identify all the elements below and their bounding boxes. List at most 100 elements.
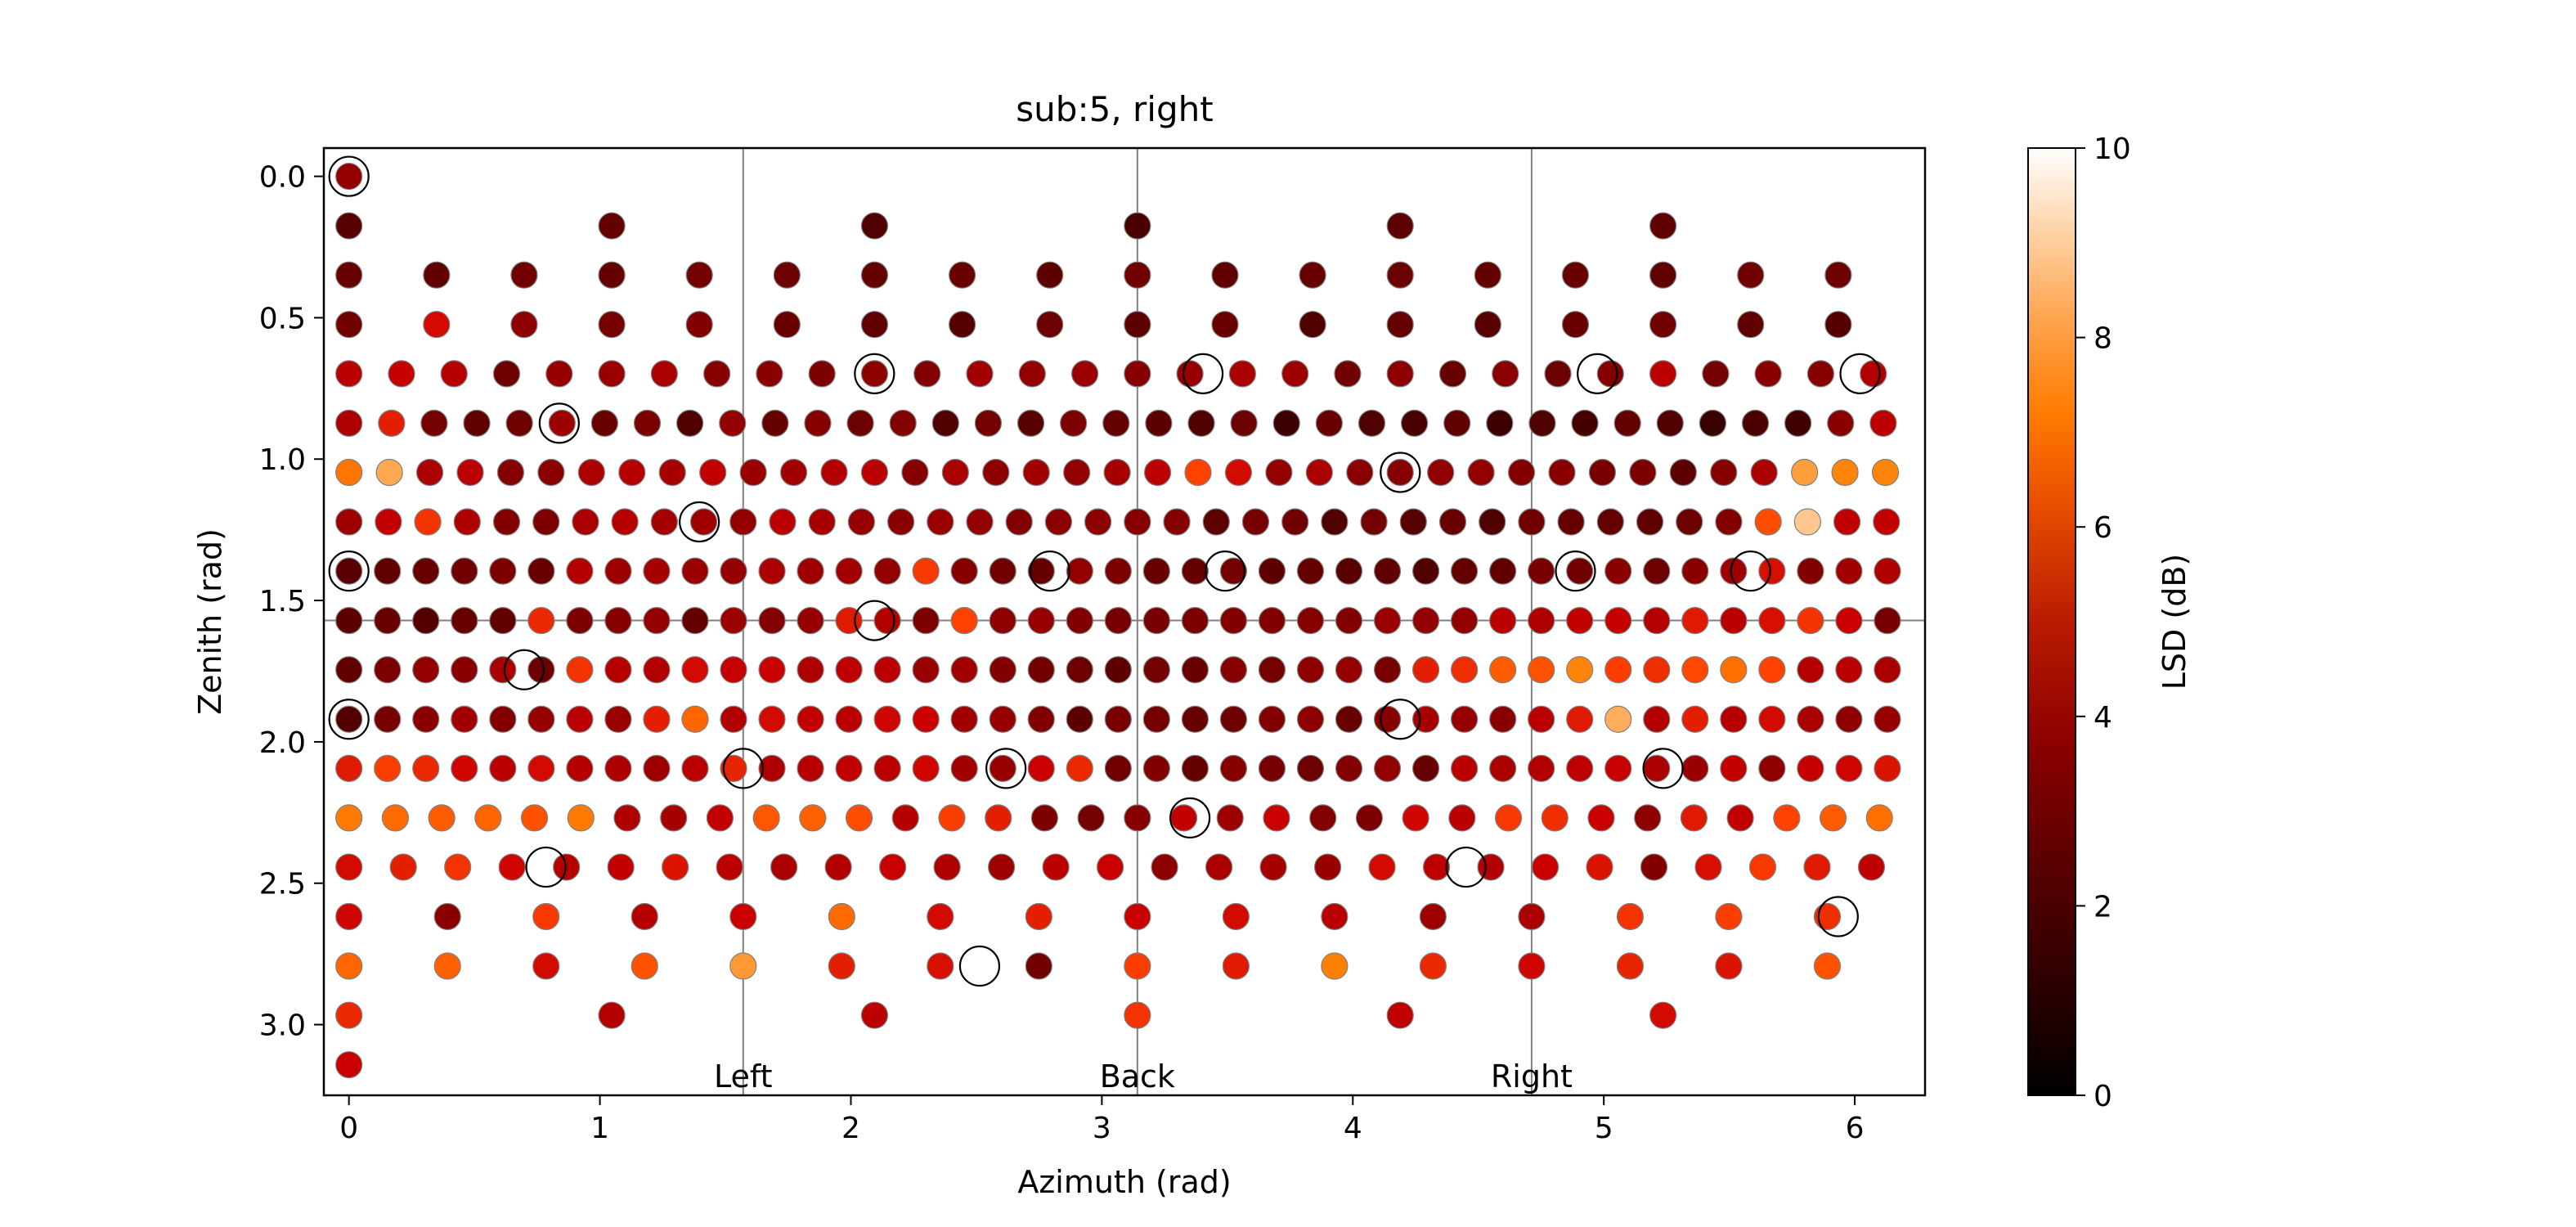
data-point [720,607,747,635]
data-point [847,508,875,536]
data-point [989,705,1016,733]
data-point [1874,656,1901,684]
data-point [1681,607,1709,635]
x-axis: 0 1 2 3 4 5 6 [339,1095,1865,1145]
data-point [1222,902,1250,931]
data-point [566,705,594,733]
data-point [901,458,929,487]
data-point [1176,360,1204,388]
data-point [335,853,363,881]
data-point [773,261,801,289]
data-point [335,162,363,191]
circled-marker [1380,452,1421,493]
data-point [1474,261,1501,289]
data-point [1142,557,1170,585]
data-point [1070,360,1099,388]
x-tick-label: 6 [1846,1112,1865,1145]
direction-labels: Left Back Right [714,1058,1573,1094]
data-point [1874,705,1901,733]
data-point [335,360,363,388]
data-point [1741,409,1770,437]
data-point [1202,508,1230,536]
data-point [1857,853,1886,881]
data-point [1656,409,1684,437]
data-point [1566,656,1594,684]
data-point [489,607,517,635]
data-point [1027,656,1055,684]
data-point [1486,409,1514,437]
data-point [1066,754,1093,783]
data-point [982,458,1010,487]
data-point [1451,557,1479,585]
data-point [388,360,415,388]
data-point [720,557,747,585]
data-point [1720,607,1748,635]
data-point [873,656,901,684]
x-tick-label: 5 [1595,1112,1613,1145]
data-point [1649,1001,1677,1029]
data-point [879,853,907,881]
data-point [1860,360,1887,388]
data-point [1355,804,1384,832]
data-point [1296,705,1325,733]
data-point [1335,705,1363,733]
data-point [1309,804,1337,832]
data-point [1797,754,1824,783]
data-point [335,458,363,487]
data-point [1797,557,1824,585]
data-point [1699,409,1726,437]
data-point [950,656,978,684]
data-point [1604,557,1632,585]
data-point [1518,508,1546,536]
data-point [758,754,786,783]
data-point [927,952,954,980]
data-point [886,508,915,536]
data-point [496,458,525,487]
data-point [1163,508,1191,536]
data-point [1142,607,1170,635]
data-point [643,754,671,783]
data-point [797,754,824,783]
data-point [758,557,786,585]
data-point [1643,754,1671,783]
data-point [1411,656,1440,684]
data-point [451,557,478,585]
data-point [1758,656,1786,684]
data-point [1335,754,1363,783]
data-point [1259,853,1287,881]
circled-marker [1642,748,1684,789]
data-point [758,607,786,635]
x-axis-label: Azimuth (rad) [1017,1164,1231,1200]
data-point [948,311,976,339]
data-point [1758,607,1786,635]
data-point [1649,311,1677,339]
data-point [927,508,954,536]
data-point [631,952,658,980]
colorbar-tick-label: 4 [2094,701,2112,735]
data-point [779,458,808,487]
data-point [1596,508,1624,536]
data-point [1835,656,1863,684]
data-point [860,212,889,240]
data-point [577,458,605,487]
data-point [1358,409,1386,437]
data-point [1335,557,1363,585]
data-point [860,360,889,388]
data-point [1720,656,1748,684]
data-point [604,607,632,635]
data-point [1124,804,1151,832]
data-point [527,754,555,783]
data-point [1544,360,1572,388]
data-point [1634,804,1662,832]
direction-label: Left [714,1058,773,1094]
data-point [950,705,978,733]
data-point [758,705,786,733]
data-point [548,409,576,437]
x-tick-label: 0 [339,1112,358,1145]
data-point [1169,804,1198,832]
data-point [824,853,852,881]
data-point [1737,261,1765,289]
data-point [685,311,713,339]
data-point [1636,508,1664,536]
data-point [1103,458,1131,487]
